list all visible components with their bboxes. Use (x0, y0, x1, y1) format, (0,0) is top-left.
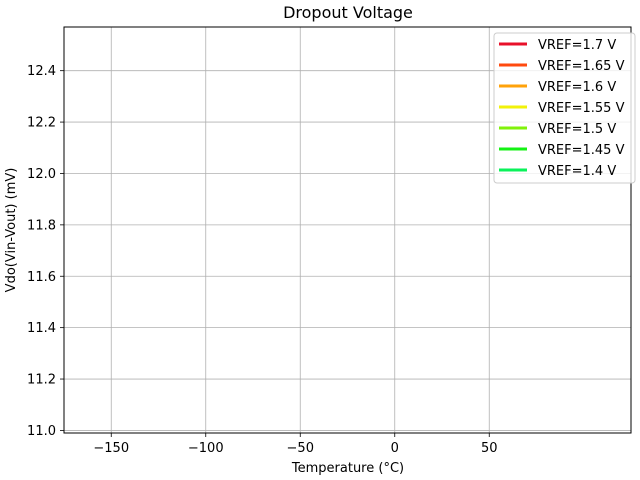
x-tick-label: −100 (188, 441, 224, 456)
x-tick-label: 50 (481, 441, 498, 456)
legend-label: VREF=1.4 V (538, 164, 616, 179)
y-axis-ticks: 11.0 11.2 11.4 11.6 11.8 12.0 12.2 12.4 (27, 64, 64, 439)
legend-label: VREF=1.5 V (538, 122, 616, 137)
legend-box (493, 32, 636, 184)
y-tick-label: 11.8 (27, 218, 56, 233)
y-tick-label: 12.2 (27, 116, 56, 131)
y-tick-label: 11.2 (27, 373, 56, 388)
y-axis-label: Vdo(Vin-Vout) (mV) (4, 168, 19, 293)
y-tick-label: 12.4 (27, 64, 56, 79)
legend: VREF=1.7 V VREF=1.65 V VREF=1.6 V VREF=1.55… (493, 32, 636, 184)
y-tick-label: 11.4 (27, 321, 56, 336)
plot-area-frame (63, 26, 632, 434)
x-tick-label: 0 (391, 441, 399, 456)
x-tick-label: −150 (93, 441, 129, 456)
legend-label: VREF=1.6 V (538, 80, 616, 95)
legend-label: VREF=1.55 V (538, 101, 625, 116)
x-tick-label: −50 (287, 441, 314, 456)
x-axis-ticks: −150 −100 −50 0 50 (93, 433, 498, 456)
legend-label: VREF=1.45 V (538, 143, 625, 158)
chart-title: Dropout Voltage (283, 3, 413, 22)
y-tick-label: 12.0 (27, 167, 56, 182)
legend-label: VREF=1.65 V (538, 59, 625, 74)
y-tick-label: 11.0 (27, 424, 56, 439)
legend-label: VREF=1.7 V (538, 38, 616, 53)
y-tick-label: 11.6 (27, 270, 56, 285)
x-axis-label: Temperature (°C) (291, 461, 404, 476)
